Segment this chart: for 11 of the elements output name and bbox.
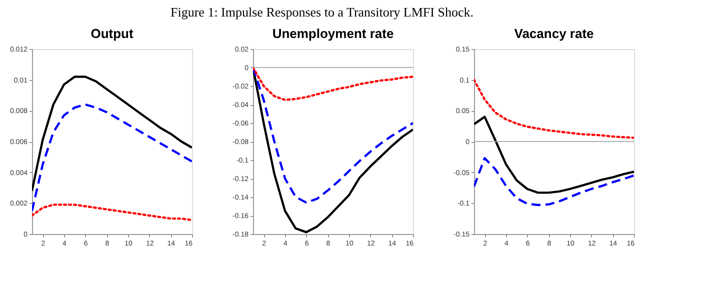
line-series <box>32 204 192 222</box>
line-series <box>32 103 192 212</box>
line-series <box>474 157 634 206</box>
chart-title: Vacancy rate <box>514 26 594 41</box>
caption: Figure 1: Impulse Responses to a Transitory LMFI Shock. <box>170 4 474 20</box>
line-series <box>474 78 634 139</box>
line-series <box>253 66 413 101</box>
chart-title: Output <box>90 26 134 41</box>
chart-title: Unemployment rate <box>272 26 394 41</box>
line-series <box>474 116 634 194</box>
line-series <box>32 76 192 192</box>
